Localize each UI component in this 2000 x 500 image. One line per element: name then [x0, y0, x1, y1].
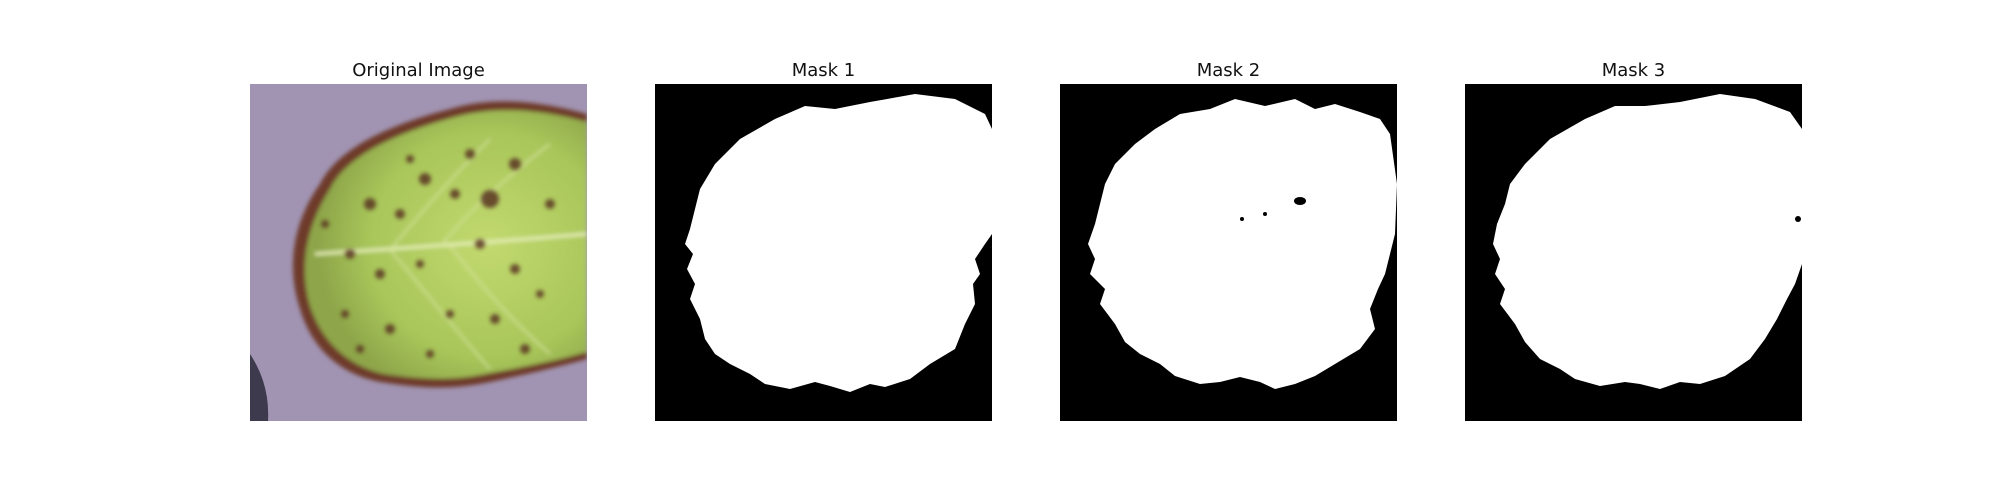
panel-mask-2: Mask 2: [1060, 58, 1397, 421]
mask-3-image: [1465, 84, 1802, 421]
mask-2-image: [1060, 84, 1397, 421]
mask-1-image: [655, 84, 992, 421]
panel-mask-1: Mask 1: [655, 58, 992, 421]
panel-title: Original Image: [352, 60, 485, 81]
original-leaf-image: [250, 84, 587, 421]
panel-title: Mask 2: [1196, 60, 1261, 81]
panel-original-image: Original Image: [250, 58, 587, 421]
panel-title: Mask 1: [791, 60, 856, 81]
panel-mask-3: Mask 3: [1465, 58, 1802, 421]
panel-title: Mask 3: [1601, 60, 1666, 81]
